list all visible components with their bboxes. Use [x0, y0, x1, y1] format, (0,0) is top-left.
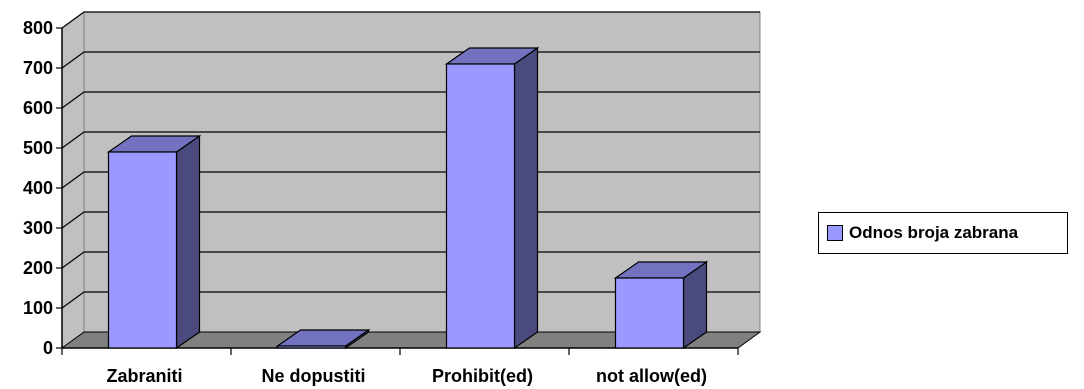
y-tick-label: 200 — [23, 258, 53, 278]
legend: Odnos broja zabrana — [818, 212, 1068, 254]
y-tick-label: 600 — [23, 98, 53, 118]
gridline-side — [61, 11, 85, 29]
bars — [106, 46, 709, 350]
legend-swatch — [827, 225, 843, 241]
bar — [445, 63, 516, 349]
bar-side — [513, 46, 539, 350]
gridline-side — [61, 171, 85, 189]
gridline-side — [61, 51, 85, 69]
y-tick-label: 400 — [23, 178, 53, 198]
y-tick-label: 300 — [23, 218, 53, 238]
y-tick-label: 0 — [43, 338, 53, 358]
gridline-side — [61, 131, 85, 149]
y-tick-labels: 0 100 200 300 400 500 600 700 800 — [23, 18, 53, 358]
x-category-label: Prohibit(ed) — [432, 366, 533, 386]
y-tick-label: 800 — [23, 18, 53, 38]
bar-side — [175, 134, 201, 350]
y-tick-label: 500 — [23, 138, 53, 158]
gridline-side — [61, 251, 85, 269]
x-category-label: not allow(ed) — [596, 366, 707, 386]
gridline-side — [61, 291, 85, 309]
bar — [107, 151, 178, 349]
x-category-label: Ne dopustiti — [262, 366, 366, 386]
x-category-label: Zabraniti — [106, 366, 182, 386]
x-category-labels: Zabraniti Ne dopustiti Prohibit(ed) not all… — [106, 366, 707, 386]
gridline-side — [61, 211, 85, 229]
gridline-side — [61, 91, 85, 109]
bar — [614, 277, 685, 349]
y-tick-label: 700 — [23, 58, 53, 78]
y-tick-label: 100 — [23, 298, 53, 318]
bar — [276, 345, 347, 349]
legend-label: Odnos broja zabrana — [849, 223, 1019, 242]
